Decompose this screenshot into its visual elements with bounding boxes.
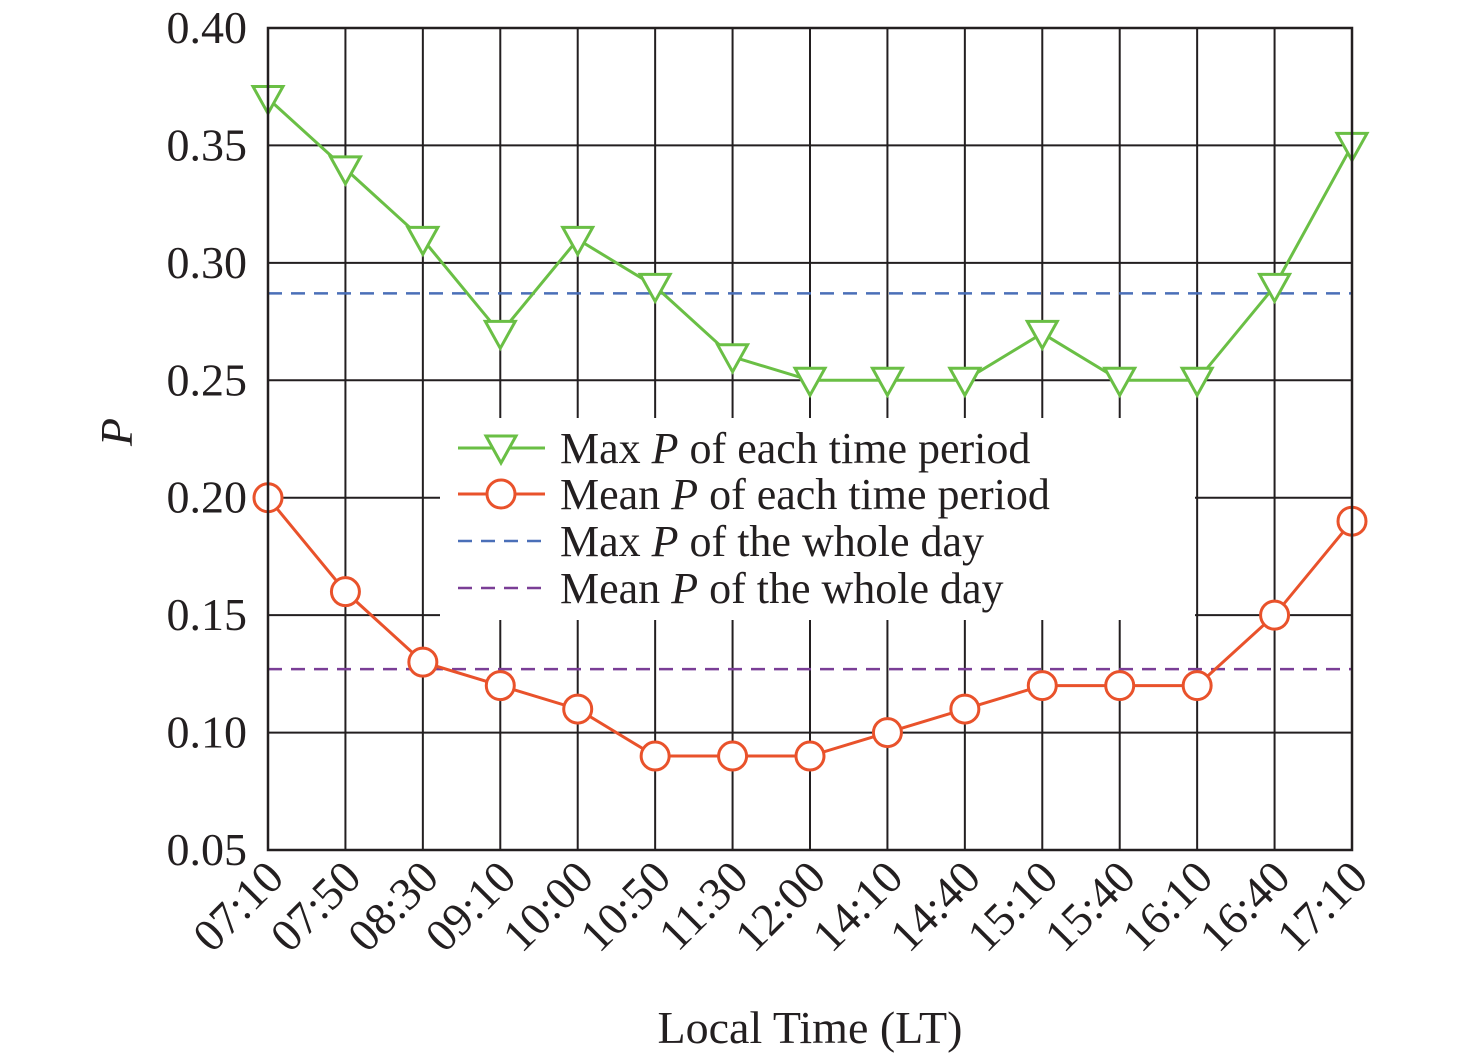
data-point-circle (562, 693, 594, 725)
data-point-triangle (869, 366, 905, 399)
legend-label: Mean P of each time period (560, 470, 1050, 519)
y-tick-label: 0.35 (167, 119, 248, 170)
data-point-circle (329, 576, 361, 608)
x-tick-label: 10:00 (493, 851, 603, 961)
data-point-triangle (1179, 366, 1215, 399)
x-tick-label: 11:30 (649, 851, 758, 960)
plot-frame (266, 26, 1354, 852)
legend-label: Mean P of the whole day (560, 564, 1004, 613)
data-point-circle (1026, 670, 1058, 702)
legend-box (440, 418, 1195, 620)
data-point-triangle (637, 272, 673, 305)
x-tick-label: 15:10 (957, 851, 1067, 961)
y-axis-ticks: 0.05 0.10 0.15 0.20 0.25 0.30 0.35 0.40 (167, 2, 248, 875)
y-tick-label: 0.05 (167, 824, 248, 875)
data-point-triangle (792, 366, 828, 399)
data-point-triangle (560, 225, 596, 258)
data-point-circle (484, 670, 516, 702)
y-axis-label: P (91, 418, 142, 447)
data-point-circle (639, 740, 671, 772)
data-series (250, 84, 1370, 772)
legend-entry: Mean P of the whole day (458, 564, 1004, 613)
legend-entry: Max P of each time period (458, 424, 1030, 473)
data-point-triangle (1024, 319, 1060, 352)
x-tick-label: 12:00 (725, 851, 835, 961)
y-tick-label: 0.20 (167, 472, 248, 523)
data-point-circle (1104, 670, 1136, 702)
data-point-circle (794, 740, 826, 772)
legend-label: Max P of the whole day (560, 517, 984, 566)
x-tick-label: 14:40 (880, 851, 990, 961)
x-tick-label: 07:50 (260, 851, 370, 961)
data-point-triangle (327, 155, 363, 188)
data-point-circle (871, 717, 903, 749)
x-tick-label: 09:10 (415, 851, 525, 961)
x-axis-ticks: 07:1007:5008:3009:1010:0010:5011:3012:00… (183, 851, 1377, 961)
data-point-triangle (482, 319, 518, 352)
legend-entry: Mean P of each time period (458, 470, 1050, 519)
data-point-triangle (715, 343, 751, 375)
data-point-triangle (483, 434, 519, 467)
x-tick-label: 17:10 (1267, 851, 1377, 961)
x-tick-label: 10:50 (570, 851, 680, 961)
data-point-triangle (1257, 272, 1293, 305)
data-point-triangle (405, 225, 441, 258)
x-tick-label: 08:30 (338, 851, 448, 961)
data-point-circle (407, 646, 439, 678)
data-point-circle (949, 693, 981, 725)
y-tick-label: 0.10 (167, 707, 248, 758)
data-point-circle (485, 478, 517, 510)
data-point-triangle (1102, 366, 1138, 399)
data-point-circle (1181, 670, 1213, 702)
x-axis-label: Local Time (LT) (658, 1002, 963, 1053)
x-tick-label: 14:10 (802, 851, 912, 961)
y-tick-label: 0.30 (167, 237, 248, 288)
data-point-triangle (947, 366, 983, 399)
x-tick-label: 16:40 (1189, 851, 1299, 961)
legend-label: Max P of each time period (560, 424, 1030, 473)
x-tick-label: 16:10 (1112, 851, 1222, 961)
legend-entry: Max P of the whole day (458, 517, 984, 566)
x-tick-label: 15:40 (1035, 851, 1145, 961)
reference-lines (268, 292, 1352, 671)
y-tick-label: 0.40 (167, 2, 248, 53)
data-point-circle (1259, 599, 1291, 631)
data-point-circle (717, 740, 749, 772)
y-tick-label: 0.15 (167, 589, 248, 640)
y-tick-label: 0.25 (167, 354, 248, 405)
